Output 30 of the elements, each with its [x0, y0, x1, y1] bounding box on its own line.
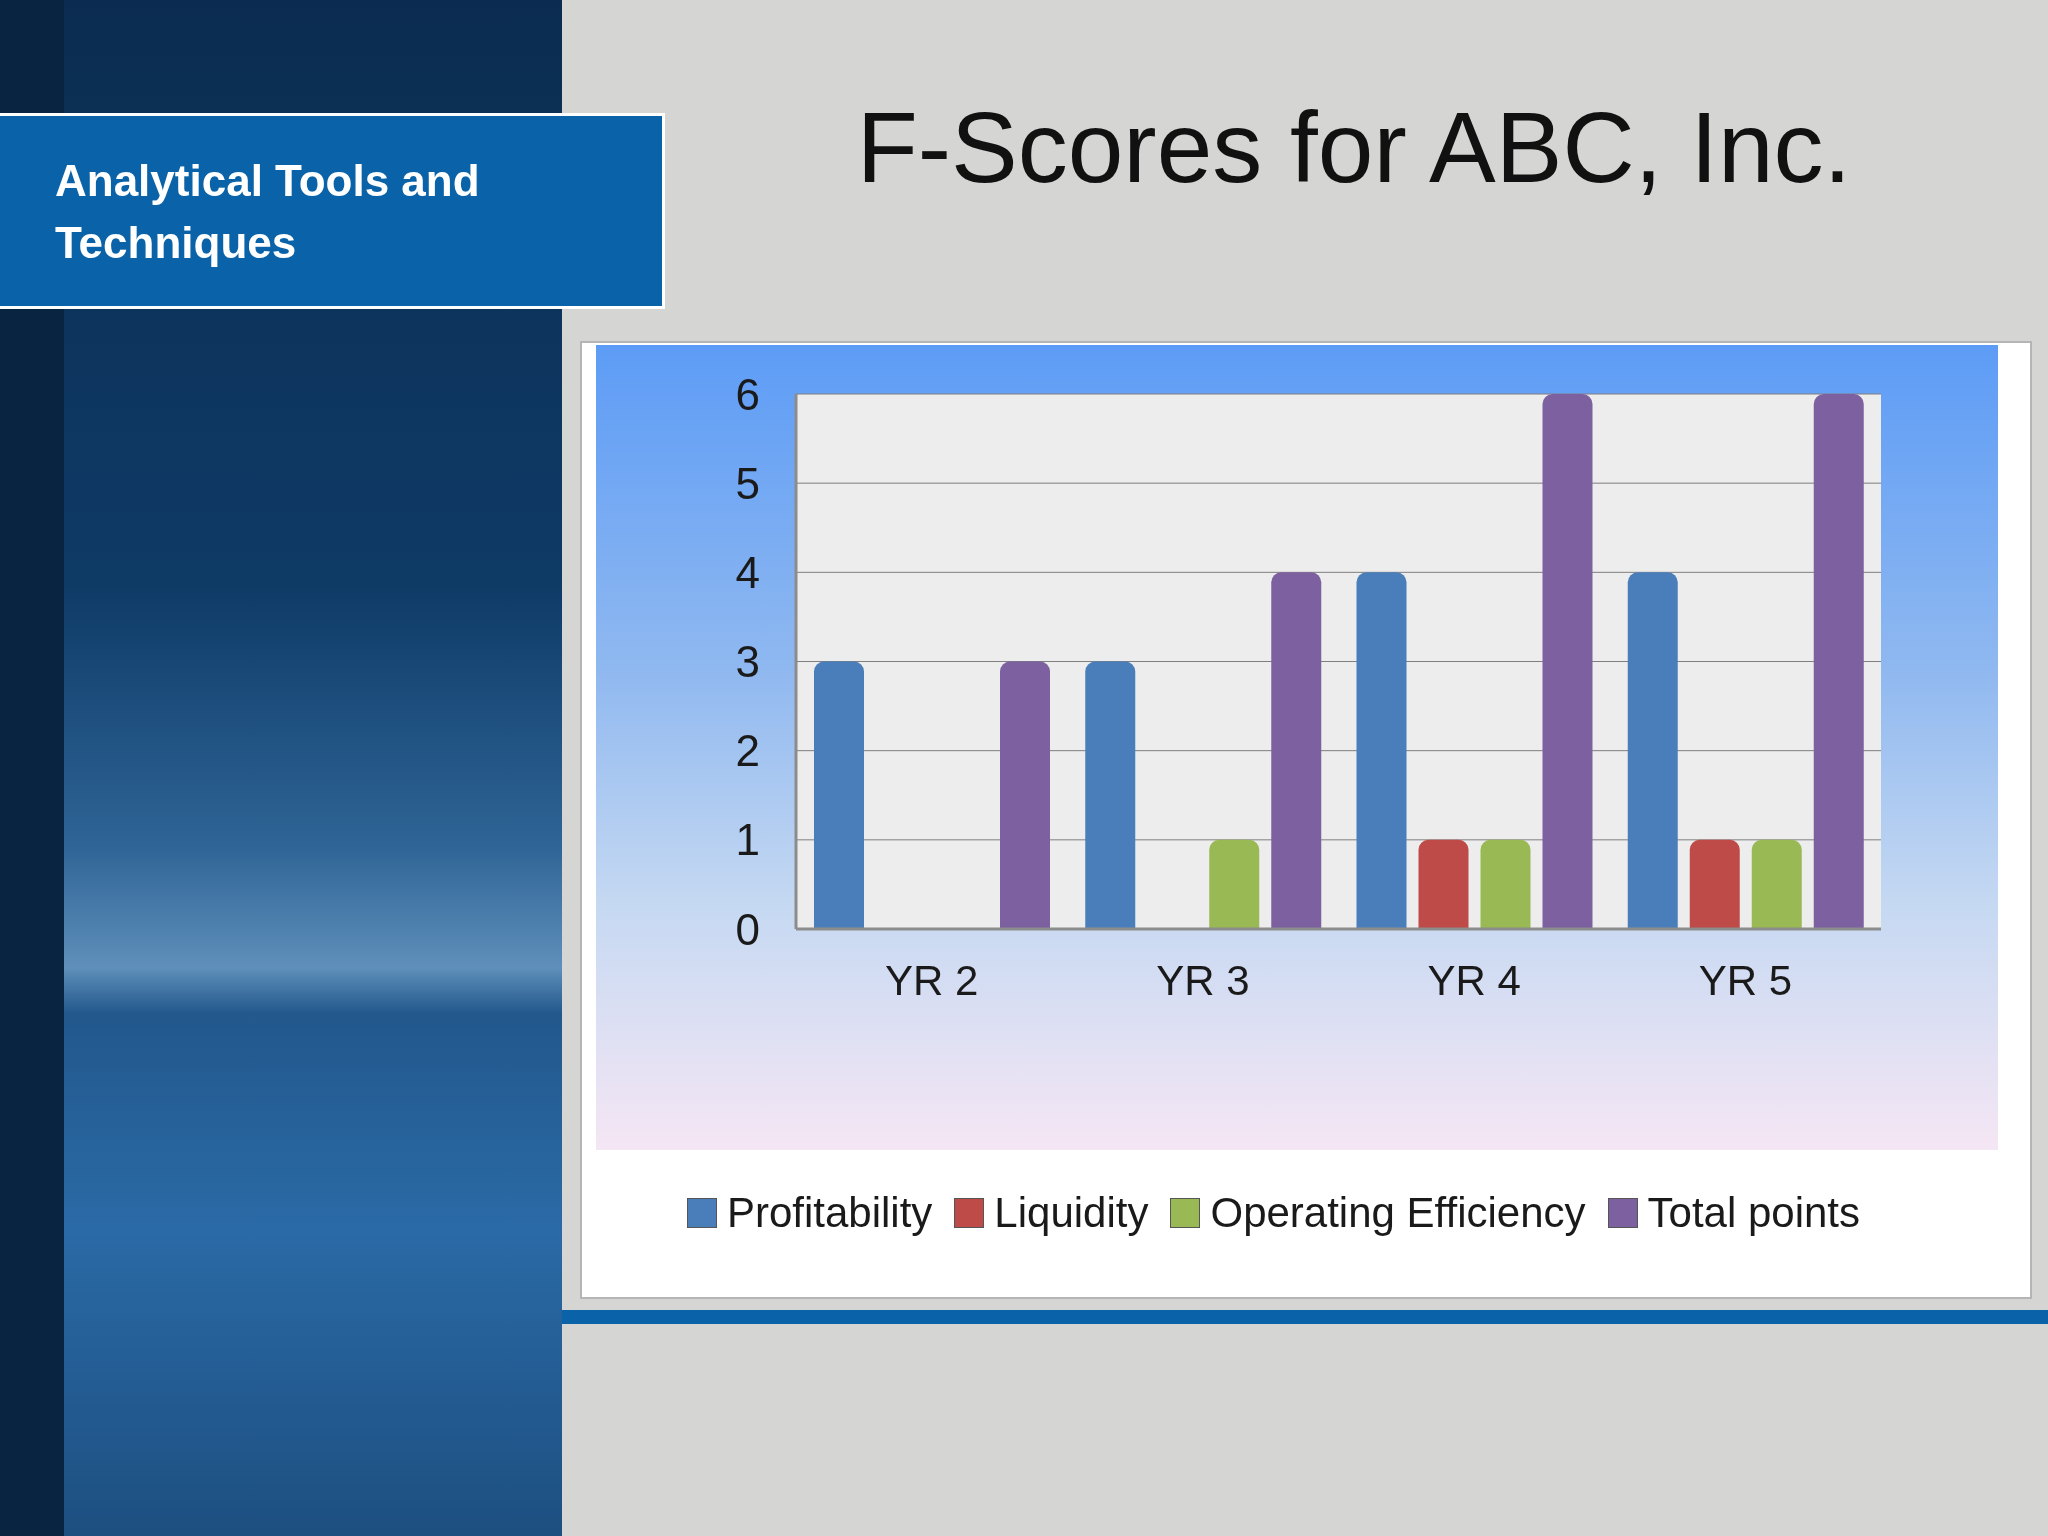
bar — [814, 661, 864, 929]
bar — [1085, 661, 1136, 929]
legend-label: Total points — [1647, 1189, 1861, 1237]
bar — [1813, 394, 1864, 929]
y-tick-label: 1 — [735, 815, 760, 865]
y-tick-label: 0 — [735, 904, 760, 954]
x-tick-label: YR 3 — [1156, 956, 1250, 1004]
legend-label: Profitability — [726, 1189, 933, 1237]
x-tick-label: YR 4 — [1427, 956, 1521, 1004]
bar — [1689, 839, 1740, 929]
y-tick-label: 4 — [735, 547, 760, 597]
bar — [1209, 839, 1260, 929]
bar — [1356, 572, 1407, 929]
bar — [1271, 572, 1322, 929]
bar — [1627, 572, 1678, 929]
y-tick-label: 6 — [735, 369, 760, 419]
legend-label: Operating Efficiency — [1210, 1189, 1586, 1237]
bar — [1542, 394, 1593, 929]
y-tick-label: 2 — [735, 726, 760, 776]
x-tick-label: YR 5 — [1698, 956, 1793, 1004]
bar — [1751, 839, 1802, 929]
y-tick-label: 3 — [735, 637, 760, 687]
y-tick-label: 5 — [735, 458, 760, 508]
chart-title: F-Scores for ABC, Inc. — [855, 90, 1853, 205]
legend-label: Liquidity — [994, 1189, 1149, 1237]
x-tick-label: YR 2 — [884, 956, 979, 1004]
bar — [1480, 839, 1531, 929]
text: Analytical Tools and Techniques — [55, 155, 481, 269]
bar — [1418, 839, 1469, 929]
bar — [1000, 661, 1050, 929]
